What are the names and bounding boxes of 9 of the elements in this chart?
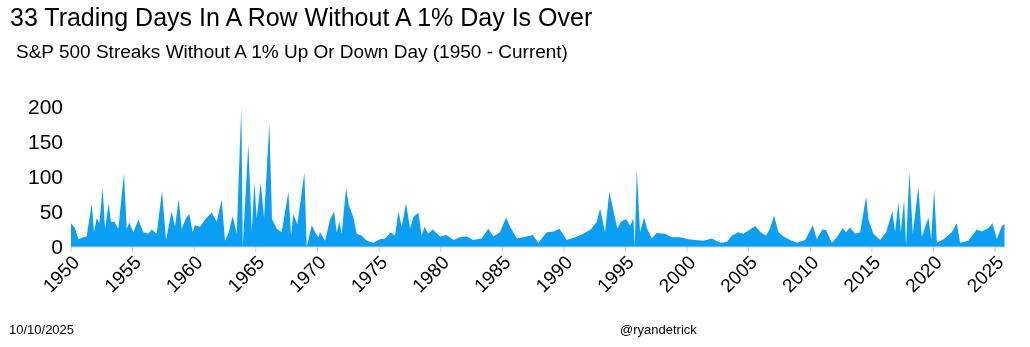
- text: 10/10/2025: [9, 322, 75, 337]
- y-tick-label: 50: [39, 200, 63, 224]
- chart-title: 33 Trading Days In A Row Without A 1% Day Is Over: [10, 3, 593, 32]
- chart-subtitle: S&P 500 Streaks Without A 1% Up Or Down Day (1950 - Current): [16, 41, 568, 63]
- text: @ryandetrick: [620, 322, 697, 337]
- y-tick-label: 0: [51, 235, 63, 259]
- y-tick-label: 150: [27, 130, 63, 154]
- y-tick-label: 100: [27, 165, 63, 189]
- y-tick-label: 200: [27, 95, 63, 119]
